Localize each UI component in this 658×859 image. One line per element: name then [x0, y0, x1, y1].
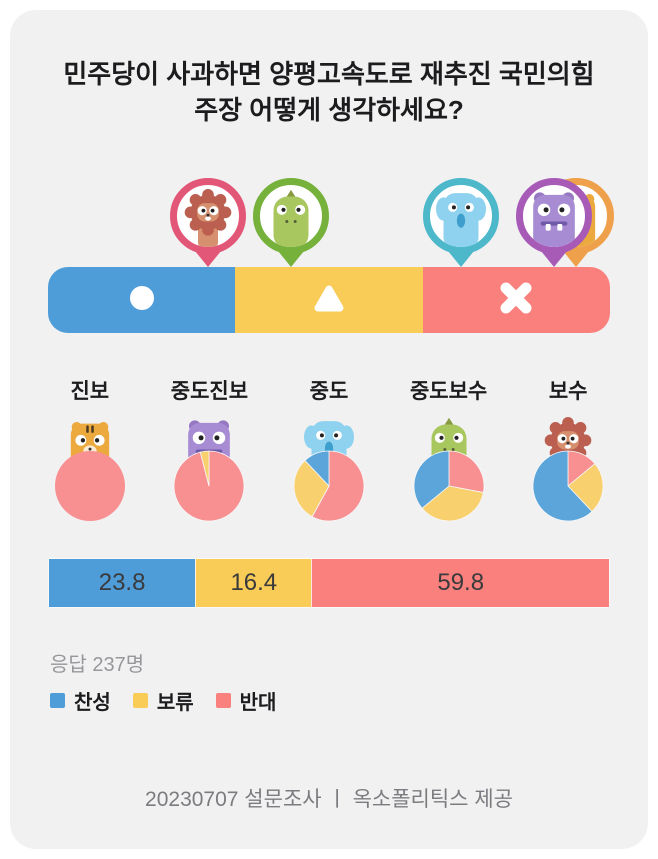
stance-pin-보수	[169, 178, 246, 267]
legend-item-반대: 반대	[215, 686, 277, 715]
legend-item-찬성: 찬성	[50, 686, 111, 715]
group-column-중도: 중도	[269, 375, 389, 522]
group-label: 보수	[548, 380, 588, 403]
stance-pin-중도보수	[253, 178, 330, 267]
elephant-icon	[423, 178, 500, 254]
legend-label: 찬성	[74, 692, 111, 714]
group-column-보수: 보수	[508, 375, 628, 522]
group-label: 중도보수	[409, 380, 488, 403]
lion-icon	[543, 417, 593, 477]
respondents-count: 응답 237명	[50, 654, 145, 676]
stance-pin-중도	[423, 178, 500, 267]
group-pie-chart	[293, 450, 365, 522]
overall-result-section: 23.8 16.4 59.8	[10, 558, 648, 608]
legend: 찬성 보류 반대	[50, 686, 608, 715]
stacked-segment-반대: 59.8	[311, 559, 610, 607]
group-pie-chart	[54, 450, 126, 522]
answer-bar	[48, 267, 610, 333]
group-pie-chart	[413, 450, 485, 522]
group-label: 중도진보	[170, 380, 249, 403]
x-icon	[499, 281, 533, 320]
pin-tail	[278, 251, 305, 267]
footer-credit: 20230707 설문조사 ㅣ 옥소폴리틱스 제공	[145, 788, 513, 811]
answer-scale-block	[10, 175, 648, 333]
legend-item-보류: 보류	[132, 686, 194, 715]
hippo-icon	[515, 178, 592, 254]
legend-label: 보류	[156, 692, 194, 714]
group-label: 진보	[70, 380, 110, 403]
legend-swatch-icon	[50, 693, 65, 708]
triangle-icon	[312, 281, 346, 320]
group-column-진보: 진보	[30, 375, 150, 522]
pin-tail	[563, 251, 590, 267]
stacked-segment-보류: 16.4	[195, 559, 312, 607]
stance-pin-중도진보	[515, 178, 592, 267]
lion-icon	[169, 178, 246, 254]
legend-swatch-icon	[132, 693, 148, 708]
group-pie-chart	[532, 450, 604, 522]
summary-section: 응답 237명 찬성 보류 반대	[10, 648, 648, 715]
group-pie-chart	[173, 450, 245, 522]
overall-stacked-bar: 23.8 16.4 59.8	[48, 558, 610, 608]
poll-question: 민주당이 사과하면 양평고속도로 재추진 국민의힘 주장 어떻게 생각하세요?	[63, 59, 595, 125]
poll-result-card: 민주당이 사과하면 양평고속도로 재추진 국민의힘 주장 어떻게 생각하세요? …	[10, 10, 648, 849]
dino-icon	[253, 178, 330, 254]
group-label: 중도	[309, 380, 349, 403]
group-pie-row: 진보 중도진보 중도 중도보수 보수	[10, 375, 648, 522]
group-stance-pins	[48, 175, 615, 267]
group-column-중도보수: 중도보수	[389, 375, 509, 522]
circle-icon	[125, 281, 159, 320]
pin-tail	[448, 251, 475, 267]
pin-tail	[194, 251, 221, 267]
answer-segment-보류[interactable]	[235, 267, 423, 333]
legend-swatch-icon	[215, 693, 231, 708]
answer-segment-찬성[interactable]	[48, 267, 236, 333]
pin-tail	[540, 251, 567, 267]
stacked-segment-찬성: 23.8	[49, 559, 196, 607]
answer-segment-반대[interactable]	[422, 267, 610, 333]
group-column-중도진보: 중도진보	[150, 375, 270, 522]
legend-label: 반대	[239, 692, 277, 714]
